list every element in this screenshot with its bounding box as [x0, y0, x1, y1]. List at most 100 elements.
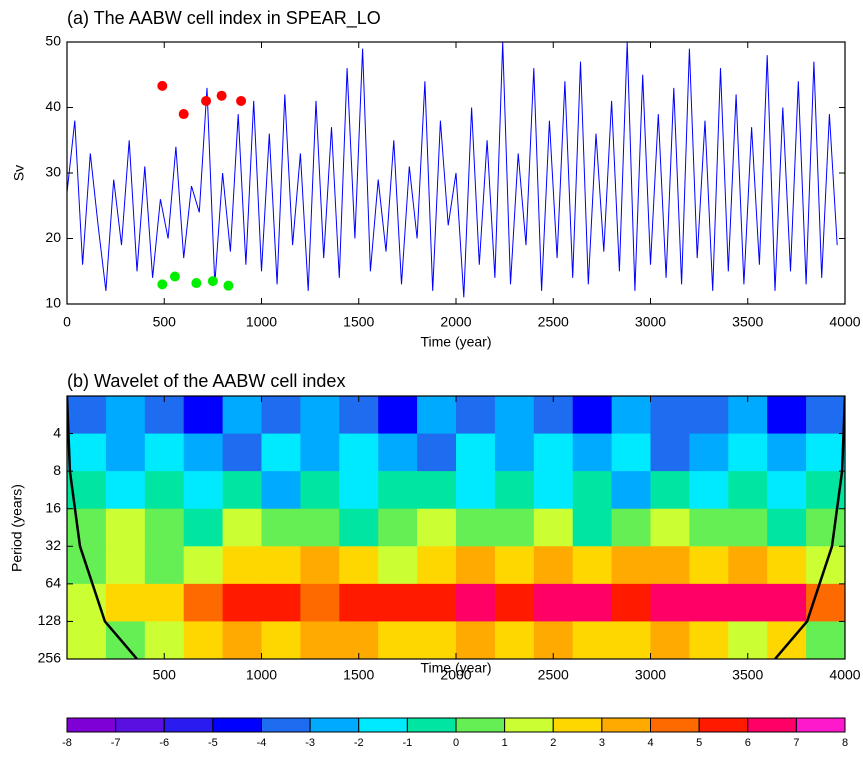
colorbar-label: -4 — [257, 737, 267, 749]
x-axis-label: Time (year) — [420, 334, 491, 350]
wavelet-cell — [572, 396, 613, 435]
colorbar-swatch — [406, 717, 457, 733]
wavelet-cell — [222, 583, 262, 622]
wavelet-cell — [300, 396, 340, 435]
wavelet-cell — [144, 621, 185, 659]
wavelet-cell — [533, 471, 574, 510]
wavelet-cell — [456, 508, 496, 547]
wavelet-cell — [144, 508, 185, 547]
wavelet-cell — [300, 471, 340, 510]
maximum-dot — [236, 95, 247, 106]
colorbar-label: -1 — [402, 737, 412, 749]
x-tick-label: 0 — [63, 314, 71, 330]
wavelet-cell — [611, 433, 651, 472]
y-tick-label: 40 — [45, 98, 61, 114]
wavelet-cell — [300, 621, 340, 659]
colorbar-swatch — [747, 717, 797, 733]
x-tick-label: 4000 — [829, 667, 860, 683]
wavelet-cell — [339, 508, 379, 547]
wavelet-cell — [339, 396, 379, 435]
minimum-dot — [169, 271, 180, 282]
wavelet-cell — [183, 433, 224, 472]
colorbar-label: 3 — [599, 737, 605, 749]
wavelet-cell — [611, 621, 651, 659]
minimum-dot — [157, 279, 168, 290]
x-tick-label: 3500 — [732, 314, 763, 330]
wavelet-cell — [378, 471, 418, 510]
wavelet-cell — [378, 546, 418, 585]
wavelet-cell — [728, 433, 768, 472]
colorbar-label: -7 — [111, 737, 121, 749]
wavelet-cell — [456, 396, 496, 435]
wavelet-cell — [183, 583, 224, 622]
wavelet-cell — [728, 546, 768, 585]
wavelet-cell — [222, 621, 262, 659]
y-tick-label: 30 — [45, 164, 61, 180]
wavelet-cell — [105, 546, 146, 585]
x-axis-label: Time (year) — [420, 660, 491, 676]
colorbar-swatch — [650, 717, 700, 733]
plot-area — [67, 396, 845, 659]
wavelet-cell — [689, 433, 729, 472]
wavelet-cell — [456, 433, 496, 472]
wavelet-cell — [611, 583, 651, 622]
wavelet-cell — [494, 433, 535, 472]
wavelet-cell — [533, 396, 574, 435]
wavelet-cell — [494, 621, 535, 659]
colorbar-label: -6 — [159, 737, 169, 749]
wavelet-cell — [67, 621, 107, 659]
y-tick-label: 32 — [45, 537, 61, 553]
colorbar-swatch — [66, 717, 117, 733]
wavelet-cell — [144, 433, 185, 472]
colorbar-label: 1 — [502, 737, 508, 749]
wavelet-cell — [378, 583, 418, 622]
wavelet-cell — [261, 508, 301, 547]
wavelet-cell — [183, 546, 224, 585]
wavelet-cell — [183, 396, 224, 435]
maximum-dot — [157, 80, 168, 91]
y-tick-label: 50 — [45, 33, 61, 49]
wavelet-cell — [572, 583, 613, 622]
x-tick-label: 2000 — [440, 314, 471, 330]
wavelet-cell — [417, 508, 457, 547]
wavelet-cell — [650, 433, 690, 472]
wavelet-cell — [105, 433, 146, 472]
colorbar-swatch — [601, 717, 651, 733]
wavelet-cell — [650, 396, 690, 435]
wavelet-cell — [261, 471, 301, 510]
colorbar-label: 4 — [647, 737, 653, 749]
wavelet-cell — [456, 471, 496, 510]
wavelet-cell — [105, 583, 146, 622]
chart-title: (a) The AABW cell index in SPEAR_LO — [67, 8, 381, 29]
x-tick-label: 2500 — [538, 314, 569, 330]
colorbar-swatch — [309, 717, 360, 733]
y-tick-label: 16 — [45, 499, 61, 515]
chart-title: (b) Wavelet of the AABW cell index — [67, 371, 345, 391]
colorbar-swatch — [212, 717, 262, 733]
wavelet-cell — [689, 583, 729, 622]
wavelet-cell — [494, 546, 535, 585]
wavelet-cell — [533, 583, 574, 622]
colorbar-label: -5 — [208, 737, 218, 749]
wavelet-cell — [339, 433, 379, 472]
wavelet-cell — [456, 583, 496, 622]
colorbar-swatch — [261, 717, 311, 733]
y-tick-label: 8 — [53, 462, 61, 478]
x-tick-label: 1500 — [343, 314, 374, 330]
wavelet-cell — [533, 546, 574, 585]
wavelet-cell — [650, 508, 690, 547]
colorbar-label: 8 — [842, 737, 848, 749]
y-tick-label: 10 — [45, 295, 61, 311]
maximum-dot — [201, 95, 212, 106]
wavelet-cell — [689, 471, 729, 510]
wavelet-cell — [339, 621, 379, 659]
colorbar-label: -2 — [354, 737, 364, 749]
wavelet-cell — [339, 471, 379, 510]
wavelet-cell — [767, 396, 807, 435]
wavelet-cell — [806, 396, 845, 435]
wavelet-cell — [300, 433, 340, 472]
wavelet-cell — [67, 396, 107, 435]
colorbar-label: 5 — [696, 737, 702, 749]
wavelet-cell — [650, 583, 690, 622]
wavelet-cell — [417, 583, 457, 622]
